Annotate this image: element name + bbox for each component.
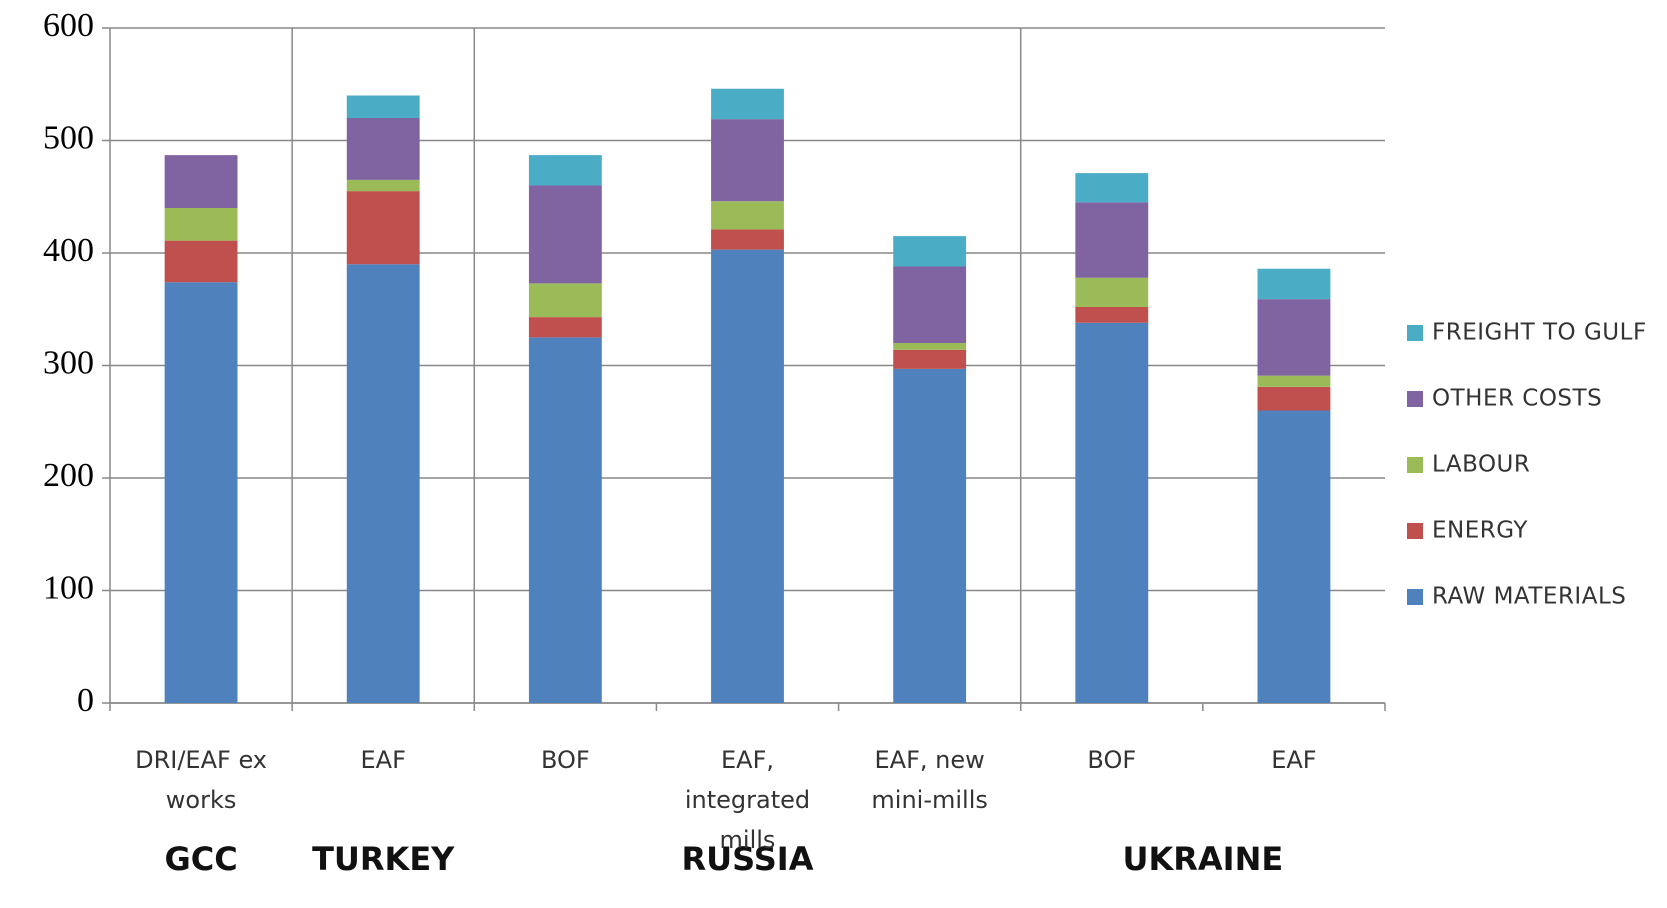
bar-segment bbox=[1075, 322, 1149, 703]
bar-segment bbox=[164, 208, 238, 241]
bar-segment bbox=[528, 337, 602, 703]
bar-segment bbox=[346, 191, 420, 265]
bar-segment bbox=[711, 229, 784, 250]
x-tick-label: EAF, new mini-mills bbox=[871, 746, 988, 814]
x-tick-label: DRI/EAF ex works bbox=[135, 746, 267, 814]
group-label: GCC bbox=[164, 840, 238, 878]
legend-swatch bbox=[1407, 589, 1423, 605]
y-tick-label: 200 bbox=[43, 457, 94, 494]
bar-segment bbox=[528, 317, 602, 338]
x-tick-label: BOF bbox=[540, 746, 590, 774]
x-tick-label: BOF bbox=[1087, 746, 1137, 774]
legend-swatch bbox=[1407, 457, 1423, 473]
bar-segment bbox=[893, 368, 967, 703]
bar-segment bbox=[528, 155, 602, 186]
bar-segment bbox=[528, 283, 602, 318]
bar-segment bbox=[893, 343, 967, 350]
bar-segment bbox=[1257, 375, 1331, 387]
y-tick-label: 500 bbox=[43, 119, 94, 156]
bar-segment bbox=[346, 95, 420, 118]
bar-segment bbox=[1075, 277, 1149, 307]
bar-segment bbox=[1075, 202, 1149, 278]
y-tick-label: 0 bbox=[77, 682, 94, 719]
bar-segment bbox=[893, 236, 967, 267]
bar-segment bbox=[711, 249, 784, 703]
bar-segment bbox=[1257, 410, 1331, 703]
bar-segment bbox=[1075, 307, 1149, 323]
bar-segment bbox=[893, 266, 967, 343]
legend-label: FREIGHT TO GULF bbox=[1432, 320, 1647, 346]
bar-segment bbox=[528, 185, 602, 284]
y-tick-label: 100 bbox=[43, 569, 94, 606]
x-tick-label: EAF bbox=[1271, 746, 1317, 774]
legend-label: RAW MATERIALS bbox=[1432, 584, 1626, 610]
y-tick-label: 600 bbox=[43, 7, 94, 44]
bar-segment bbox=[164, 240, 238, 283]
legend-swatch bbox=[1407, 325, 1423, 341]
bar-segment bbox=[1257, 268, 1331, 300]
bar-segment bbox=[164, 155, 238, 208]
x-tick-label: EAF, integrated mills bbox=[684, 746, 811, 854]
bar-segment bbox=[346, 118, 420, 180]
bar-segment bbox=[1257, 299, 1331, 376]
group-label: TURKEY bbox=[312, 840, 455, 878]
legend-label: ENERGY bbox=[1432, 518, 1528, 544]
bar-segment bbox=[164, 282, 238, 703]
legend-label: LABOUR bbox=[1432, 452, 1530, 478]
y-tick-label: 300 bbox=[43, 344, 94, 381]
legend-swatch bbox=[1407, 391, 1423, 407]
bar-segment bbox=[711, 119, 784, 202]
group-label: RUSSIA bbox=[681, 840, 814, 878]
x-tick-label: EAF bbox=[360, 746, 406, 774]
bar-segment bbox=[711, 88, 784, 120]
bar-segment bbox=[346, 264, 420, 703]
legend-swatch bbox=[1407, 523, 1423, 539]
y-tick-label: 400 bbox=[43, 232, 94, 269]
bar-segment bbox=[1075, 173, 1149, 203]
group-label: UKRAINE bbox=[1122, 840, 1284, 878]
legend-label: OTHER COSTS bbox=[1432, 386, 1602, 412]
bar-segment bbox=[893, 349, 967, 369]
bar-segment bbox=[346, 179, 420, 192]
bar-segment bbox=[711, 201, 784, 230]
bar-segment bbox=[1257, 386, 1331, 411]
